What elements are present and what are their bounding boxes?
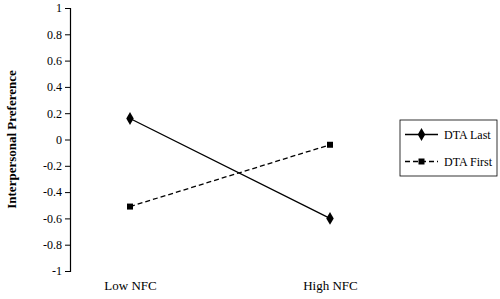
y-tick-label: 0.8 bbox=[47, 28, 62, 42]
y-tick-label: 0 bbox=[56, 133, 62, 147]
legend-label: DTA Last bbox=[444, 128, 491, 142]
y-tick: -0.4 bbox=[43, 185, 70, 199]
series-marker bbox=[326, 212, 333, 225]
y-tick-label: -1 bbox=[52, 264, 62, 278]
legend-frame bbox=[400, 120, 497, 176]
chart: -1 -0.8 -0.6 -0.4 -0.2 0 0.2 0.4 0.6 0.8 1 Low NFC H… bbox=[0, 0, 500, 299]
y-tick-label: 0.2 bbox=[47, 107, 62, 121]
y-tick-mark bbox=[65, 271, 70, 272]
series-marker bbox=[127, 204, 133, 210]
y-tick-mark bbox=[65, 245, 70, 246]
series-line bbox=[130, 145, 330, 207]
y-tick: -0.6 bbox=[43, 212, 70, 226]
series-marker bbox=[327, 142, 333, 148]
y-tick: -0.8 bbox=[43, 238, 70, 252]
x-tick: High NFC bbox=[303, 278, 358, 293]
y-tick: -0.2 bbox=[43, 159, 70, 173]
y-tick: 0.6 bbox=[47, 54, 70, 68]
plot-area bbox=[126, 112, 333, 225]
y-tick-mark bbox=[65, 192, 70, 193]
y-tick-label: -0.8 bbox=[43, 238, 62, 252]
y-axis-title: Interpersonal Preference bbox=[4, 70, 19, 209]
y-tick-label: -0.4 bbox=[43, 185, 62, 199]
x-tick-label: High NFC bbox=[303, 278, 358, 293]
y-tick: 0.8 bbox=[47, 28, 70, 42]
y-tick: 0 bbox=[56, 133, 70, 147]
x-tick-label: Low NFC bbox=[104, 278, 156, 293]
y-axis: -1 -0.8 -0.6 -0.4 -0.2 0 0.2 0.4 0.6 0.8 1 bbox=[43, 1, 71, 278]
y-tick: -1 bbox=[52, 264, 70, 278]
y-tick-mark bbox=[65, 140, 70, 141]
y-tick-mark bbox=[65, 61, 70, 62]
legend: DTA Last DTA First bbox=[400, 120, 497, 176]
y-tick-label: 0.4 bbox=[47, 80, 62, 94]
legend-marker bbox=[419, 159, 425, 165]
y-tick-mark bbox=[65, 8, 70, 9]
y-tick-mark bbox=[65, 87, 70, 88]
y-tick-label: 1 bbox=[56, 1, 62, 15]
y-tick: 0.4 bbox=[47, 80, 70, 94]
y-tick-mark bbox=[65, 34, 70, 35]
legend-marker bbox=[418, 128, 425, 141]
y-tick-label: -0.6 bbox=[43, 212, 62, 226]
y-tick-mark bbox=[65, 166, 70, 167]
y-tick-mark bbox=[65, 218, 70, 219]
legend-label: DTA First bbox=[444, 155, 493, 169]
x-tick: Low NFC bbox=[104, 278, 156, 293]
y-axis-line bbox=[65, 9, 71, 272]
x-axis: Low NFC High NFC bbox=[104, 278, 357, 293]
series-marker bbox=[126, 112, 133, 125]
y-tick-label: 0.6 bbox=[47, 54, 62, 68]
y-tick: 1 bbox=[56, 1, 70, 15]
y-tick-label: -0.2 bbox=[43, 159, 62, 173]
y-tick-mark bbox=[65, 113, 70, 114]
series-line bbox=[130, 118, 330, 218]
y-tick: 0.2 bbox=[47, 107, 70, 121]
